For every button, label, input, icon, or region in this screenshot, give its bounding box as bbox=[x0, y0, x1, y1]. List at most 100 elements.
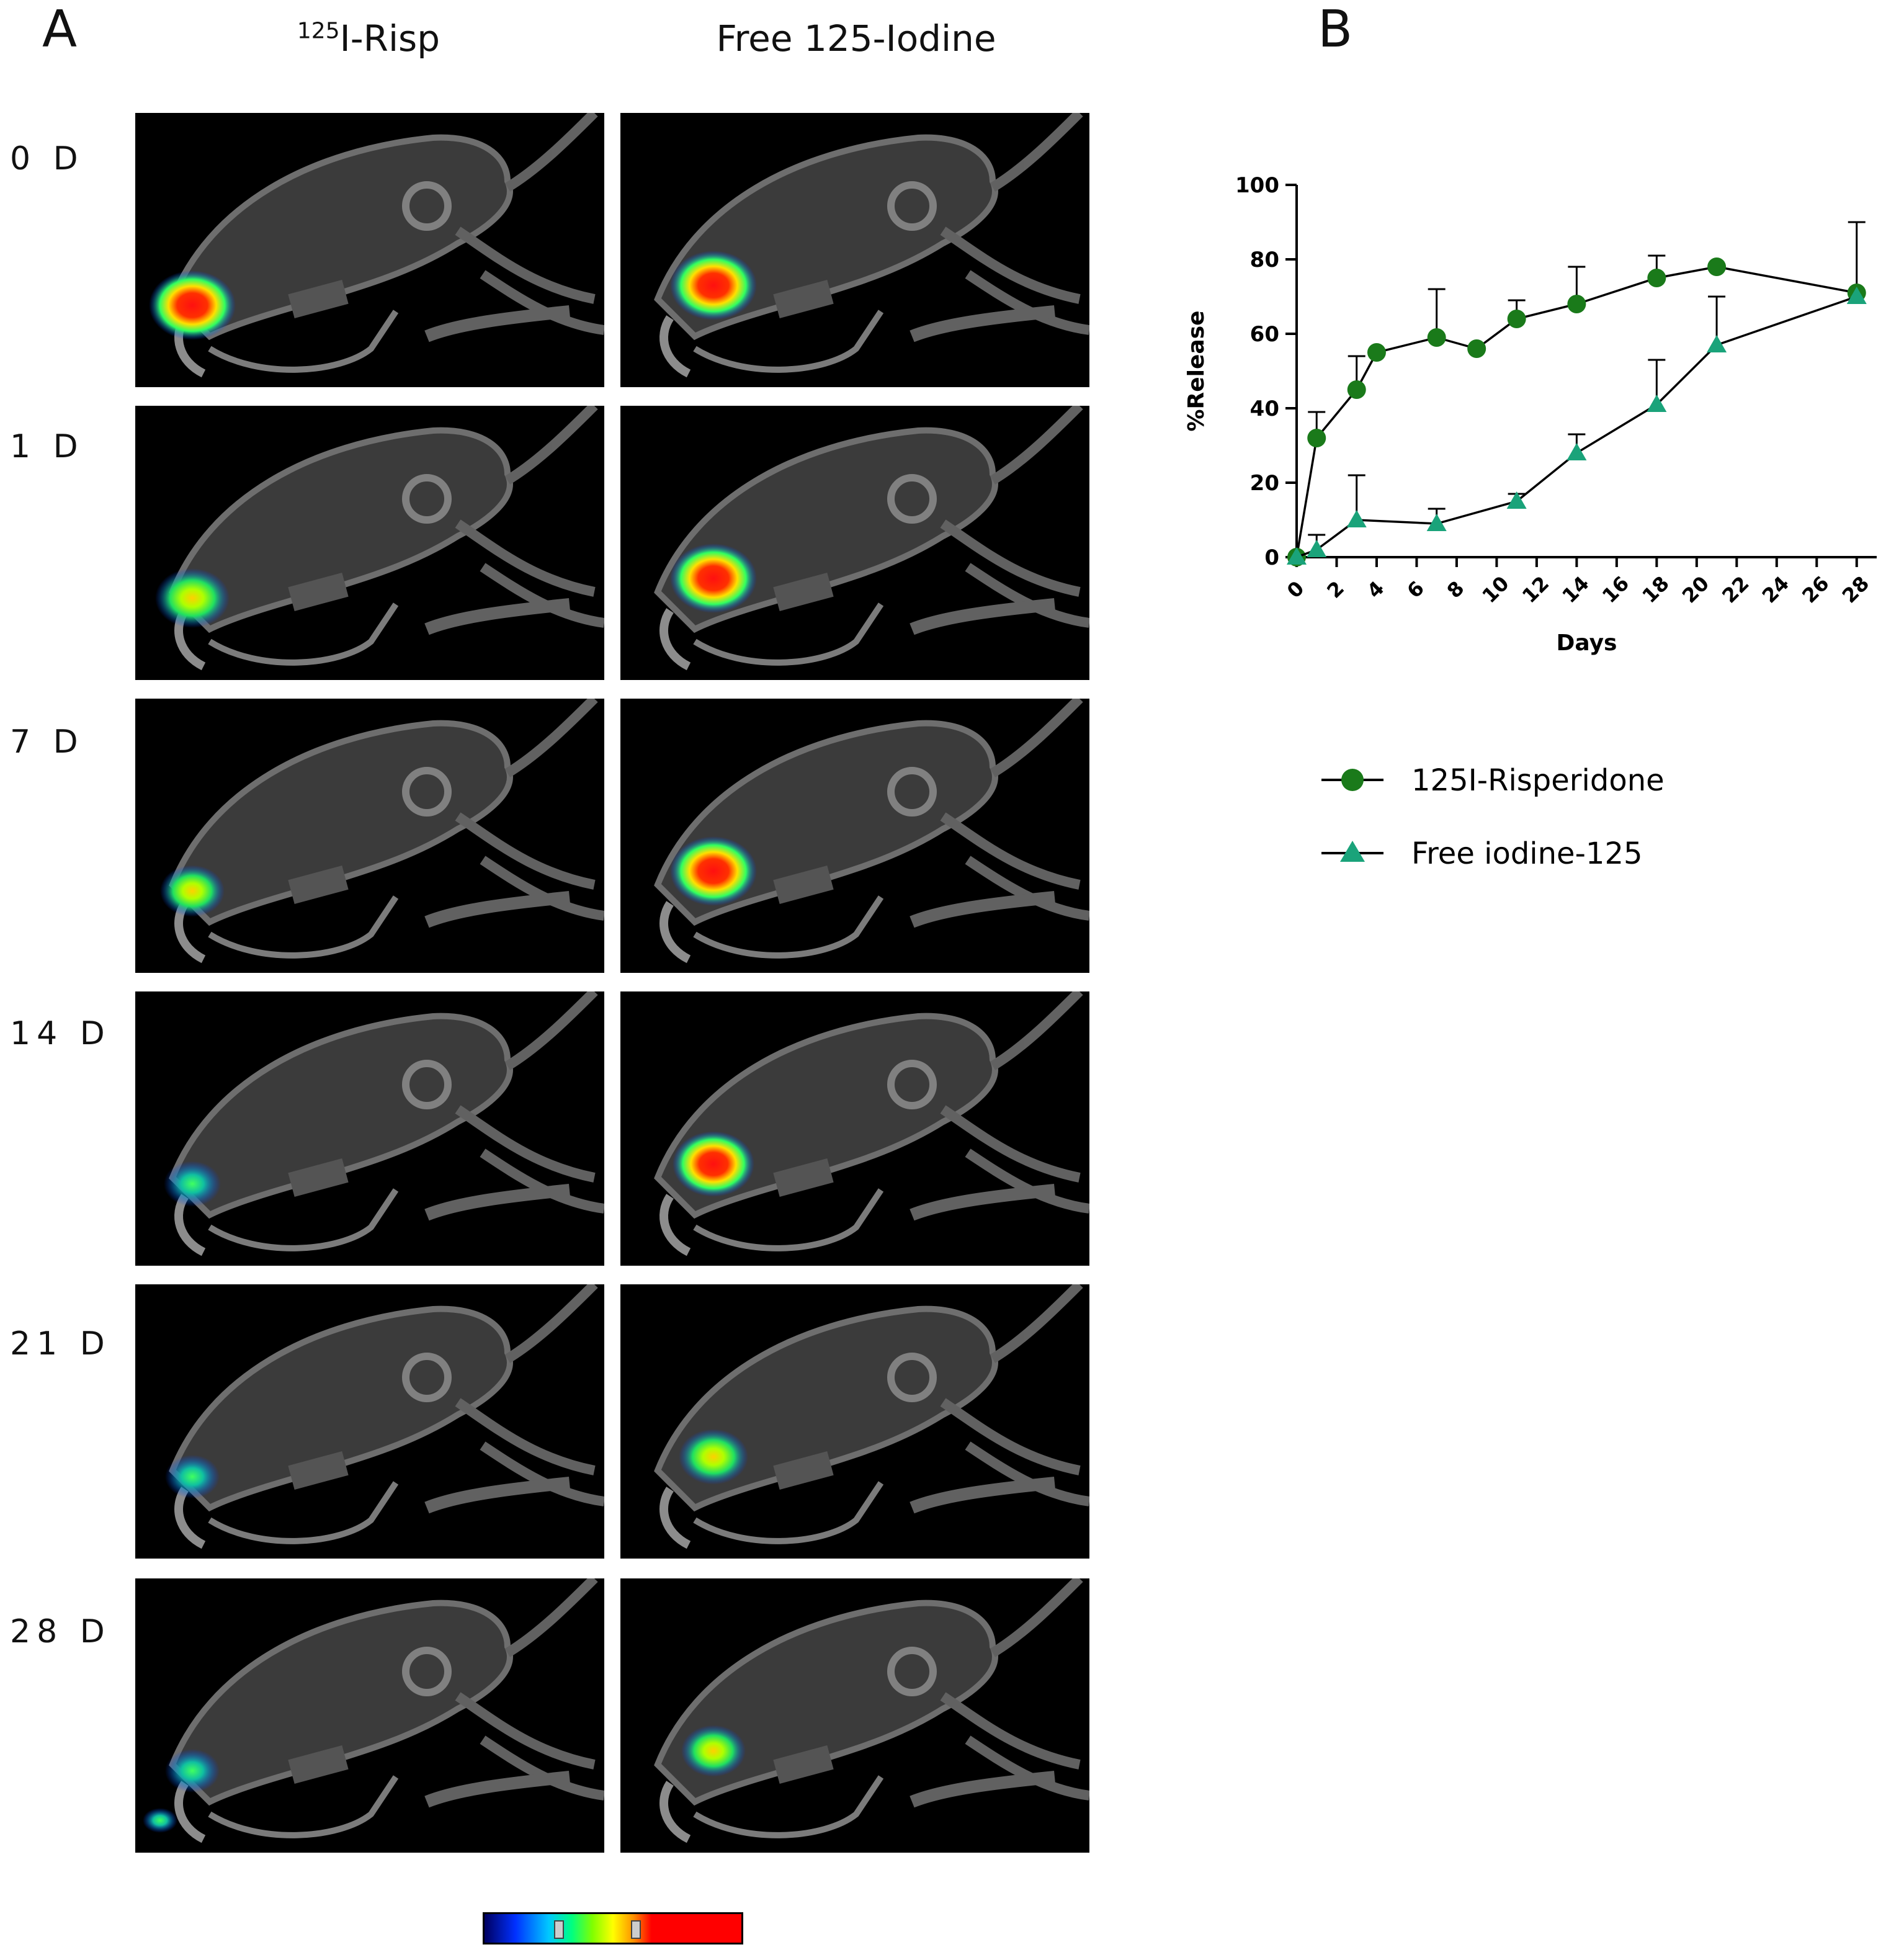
molar-row bbox=[288, 1451, 349, 1490]
skull-outline bbox=[654, 406, 1089, 671]
skull-outline bbox=[169, 1284, 604, 1549]
tracer-hotspot bbox=[165, 1454, 220, 1499]
skull-scan-image bbox=[654, 406, 1089, 671]
legend-marker-circle bbox=[1341, 769, 1364, 791]
x-tick-label: 4 bbox=[1362, 576, 1389, 603]
skull-scan-image bbox=[143, 1578, 604, 1843]
tracer-hotspot bbox=[670, 251, 757, 320]
skull-scan-image bbox=[164, 991, 604, 1256]
y-tick-label: 40 bbox=[1250, 396, 1279, 421]
ear-bulla bbox=[402, 474, 452, 524]
ear-bulla bbox=[402, 767, 452, 817]
free-iodine-scan-day-0 bbox=[620, 113, 1089, 387]
risp-scan-day-3 bbox=[135, 991, 604, 1266]
skull-jaw bbox=[693, 310, 884, 373]
skull-scan-image bbox=[654, 991, 1089, 1256]
data-point bbox=[1506, 491, 1527, 509]
ear-bulla bbox=[402, 1647, 452, 1696]
panel-b-letter: B bbox=[1318, 0, 1353, 59]
incisor-tooth bbox=[659, 315, 691, 378]
column-heading-risp-sup: 125 bbox=[297, 18, 340, 44]
free-iodine-scan-day-3 bbox=[620, 991, 1089, 1266]
data-point bbox=[1507, 310, 1526, 328]
row-label: 21 D bbox=[10, 1325, 111, 1363]
skull-jaw bbox=[208, 1775, 399, 1838]
risp-scan-day-4 bbox=[135, 1284, 604, 1559]
skull-scan-image bbox=[149, 113, 604, 378]
x-tick-label: 2 bbox=[1322, 576, 1349, 603]
forelimb bbox=[910, 305, 1055, 342]
x-tick-label: 24 bbox=[1758, 571, 1794, 607]
y-tick-label: 0 bbox=[1264, 545, 1279, 570]
series-line bbox=[1296, 295, 1857, 558]
skull-outline bbox=[654, 1284, 1089, 1549]
x-tick-label: 18 bbox=[1637, 571, 1673, 607]
risp-scan-day-0 bbox=[135, 113, 604, 387]
ear-bulla bbox=[887, 474, 937, 524]
forelimb bbox=[424, 598, 570, 635]
skull-scan-image bbox=[654, 1578, 1089, 1843]
colorbar-high-marker bbox=[631, 1920, 641, 1939]
skull-scan-image bbox=[654, 1284, 1089, 1549]
skull-jaw bbox=[693, 895, 884, 959]
tracer-hotspot bbox=[160, 865, 225, 917]
molar-row bbox=[288, 866, 349, 904]
data-point bbox=[1347, 380, 1366, 399]
skull-scan-image bbox=[155, 406, 604, 671]
incisor-tooth bbox=[659, 1194, 691, 1256]
x-tick-label: 22 bbox=[1717, 571, 1753, 607]
free-iodine-scan-day-4 bbox=[620, 1284, 1089, 1559]
legend-marker-triangle bbox=[1340, 841, 1365, 862]
molar-row bbox=[773, 1451, 834, 1490]
x-tick-label: 0 bbox=[1282, 576, 1309, 603]
y-tick-label: 80 bbox=[1250, 248, 1279, 272]
ear-bulla bbox=[887, 1647, 937, 1696]
tracer-hotspot bbox=[165, 1748, 220, 1793]
data-point bbox=[1426, 514, 1447, 531]
molar-row bbox=[773, 1745, 834, 1784]
skull-outline bbox=[169, 699, 604, 964]
skull-outline bbox=[169, 991, 604, 1256]
skull-jaw bbox=[693, 1481, 884, 1544]
risp-scan-day-5 bbox=[135, 1578, 604, 1853]
y-axis-label: %Release bbox=[1184, 310, 1209, 431]
y-tick-label: 100 bbox=[1235, 173, 1279, 198]
column-heading-risp: 125I-Risp bbox=[133, 17, 604, 60]
molar-row bbox=[773, 866, 834, 904]
molar-row bbox=[288, 280, 349, 318]
intensity-colorbar bbox=[483, 1912, 743, 1944]
ear-bulla bbox=[887, 1353, 937, 1402]
incisor-tooth bbox=[659, 1487, 691, 1549]
forelimb bbox=[424, 1184, 570, 1221]
tracer-hotspot bbox=[149, 271, 236, 340]
ear-bulla bbox=[887, 181, 937, 231]
data-point bbox=[1567, 295, 1586, 313]
x-tick-label: 26 bbox=[1797, 571, 1833, 607]
skull-jaw bbox=[208, 1481, 399, 1544]
skull-jaw bbox=[208, 310, 399, 373]
skull-outline bbox=[169, 113, 604, 378]
skull-outline bbox=[654, 1578, 1089, 1843]
data-point bbox=[1427, 328, 1446, 347]
incisor-tooth bbox=[659, 608, 691, 671]
x-tick-label: 14 bbox=[1557, 571, 1593, 607]
forelimb bbox=[424, 1771, 570, 1808]
y-tick-label: 60 bbox=[1250, 322, 1279, 347]
forelimb bbox=[910, 1771, 1055, 1808]
tracer-hotspot bbox=[670, 544, 757, 613]
forelimb bbox=[910, 891, 1055, 928]
skull-outline bbox=[169, 1578, 604, 1843]
molar-row bbox=[773, 280, 834, 318]
row-label: 1 D bbox=[10, 428, 84, 465]
x-tick-label: 28 bbox=[1838, 571, 1874, 607]
ear-bulla bbox=[887, 767, 937, 817]
panel-a-letter: A bbox=[42, 0, 78, 59]
row-label: 0 D bbox=[10, 140, 84, 177]
ear-bulla bbox=[402, 181, 452, 231]
free-iodine-scan-day-2 bbox=[620, 699, 1089, 973]
tracer-hotspot bbox=[155, 568, 230, 628]
x-tick-label: 16 bbox=[1598, 571, 1634, 607]
forelimb bbox=[910, 1477, 1055, 1514]
data-point bbox=[1467, 339, 1486, 358]
risp-scan-day-1 bbox=[135, 406, 604, 680]
